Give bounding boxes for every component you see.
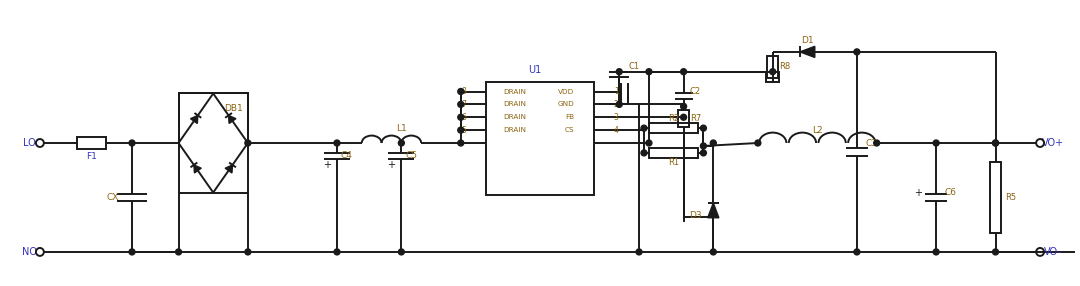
Bar [77,136,106,150]
Circle shape [458,114,463,120]
Circle shape [129,140,135,146]
Circle shape [933,140,940,146]
Text: CS: CS [565,127,575,133]
Circle shape [334,140,340,146]
Text: U1: U1 [528,65,542,75]
Circle shape [646,140,652,146]
Text: L1: L1 [396,124,407,133]
Text: +: + [915,188,922,198]
Circle shape [701,125,706,131]
Circle shape [701,143,706,149]
Text: F1: F1 [86,152,97,161]
Circle shape [617,102,622,107]
Circle shape [711,140,716,146]
Circle shape [129,249,135,255]
Text: DRAIN: DRAIN [503,127,527,133]
Text: VO+: VO+ [1042,138,1064,148]
Text: DRAIN: DRAIN [503,88,527,94]
Bar [178,94,248,192]
Text: C3: C3 [866,140,878,148]
Text: 6: 6 [461,113,467,122]
Text: R5: R5 [1004,193,1016,202]
Polygon shape [225,165,232,173]
Text: 2: 2 [613,100,619,109]
Text: D1: D1 [801,35,813,45]
Circle shape [701,150,706,156]
Text: VO-: VO- [1044,247,1062,257]
Bar [767,56,779,78]
Circle shape [933,249,940,255]
Bar [486,82,594,196]
Text: 1: 1 [613,87,619,96]
Circle shape [993,249,999,255]
Text: R8: R8 [779,62,791,71]
Circle shape [854,49,860,55]
Circle shape [642,150,647,156]
Bar [649,123,699,133]
Text: 7: 7 [461,100,467,109]
Circle shape [642,125,647,131]
Circle shape [993,140,999,146]
Text: C4: C4 [341,151,353,160]
Circle shape [680,114,687,120]
Circle shape [458,89,463,94]
Bar [678,110,689,127]
Circle shape [874,140,880,146]
Circle shape [399,249,404,255]
Text: DRAIN: DRAIN [503,114,527,120]
Text: L2: L2 [812,126,823,135]
Text: CX: CX [106,193,119,202]
Circle shape [755,140,760,146]
Polygon shape [190,116,198,124]
Text: FB: FB [566,114,575,120]
Circle shape [334,249,340,255]
Circle shape [636,249,642,255]
Text: DRAIN: DRAIN [503,101,527,107]
Text: R2: R2 [669,114,679,123]
Text: C5: C5 [405,151,417,160]
Bar [767,72,779,82]
Text: R1: R1 [669,158,679,167]
Text: LO: LO [23,138,36,148]
Circle shape [646,69,652,75]
Circle shape [399,140,404,146]
Text: VDD: VDD [558,88,575,94]
Text: NO: NO [22,247,37,257]
Polygon shape [229,116,235,124]
Circle shape [711,249,716,255]
Text: +: + [388,160,395,170]
Circle shape [458,127,463,133]
Text: C1: C1 [629,62,639,71]
Text: 8: 8 [461,87,467,96]
Text: C2: C2 [690,87,701,96]
Circle shape [458,102,463,107]
Bar [649,148,699,158]
Circle shape [176,249,181,255]
Circle shape [770,69,775,75]
Text: D3: D3 [689,211,702,220]
Circle shape [617,69,622,75]
Circle shape [993,140,999,146]
Circle shape [854,249,860,255]
Text: 4: 4 [613,126,619,135]
Polygon shape [800,46,814,57]
Text: GND: GND [558,101,575,107]
Circle shape [680,103,687,109]
Circle shape [245,140,251,146]
Circle shape [245,249,251,255]
Text: C6: C6 [945,188,957,197]
Text: 5: 5 [461,126,467,135]
Polygon shape [707,203,719,218]
Text: R7: R7 [690,114,701,123]
Circle shape [680,69,687,75]
Text: +: + [323,160,332,170]
Text: DB1: DB1 [224,104,242,113]
Bar [990,162,1001,233]
Polygon shape [194,165,201,173]
Circle shape [458,140,463,146]
Text: 3: 3 [613,113,619,122]
